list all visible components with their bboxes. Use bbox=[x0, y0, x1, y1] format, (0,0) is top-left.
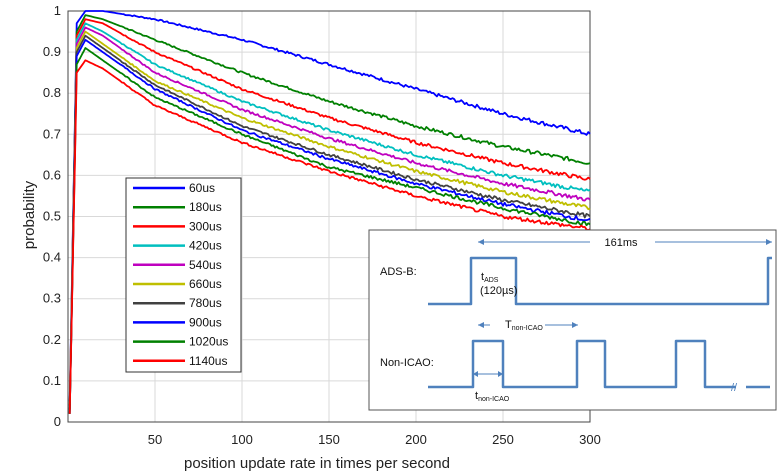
legend-label: 780us bbox=[189, 296, 222, 310]
legend-box bbox=[125, 177, 242, 373]
t-non-icao-period-left-head bbox=[478, 322, 484, 328]
y-tick-label: 0.2 bbox=[43, 332, 61, 347]
y-tick-label: 0.9 bbox=[43, 44, 61, 59]
y-tick-label: 0.5 bbox=[43, 209, 61, 224]
t-ads-value: (120µs) bbox=[480, 285, 518, 297]
legend-label: 540us bbox=[189, 258, 222, 272]
series-layer bbox=[68, 10, 591, 414]
legend-label: 900us bbox=[189, 315, 222, 329]
y-tick-label: 0.6 bbox=[43, 167, 61, 182]
series-line-780us bbox=[68, 34, 591, 414]
ads-b-waveform bbox=[428, 256, 772, 306]
series-line-1140us bbox=[68, 59, 591, 414]
series-line-660us bbox=[68, 30, 591, 410]
y-tick-label: 0 bbox=[54, 414, 61, 429]
legend: 60us 180us 300us 420us 540us 660us 780us 900us 1… bbox=[125, 177, 242, 373]
series-line-60us bbox=[68, 10, 591, 402]
t-non-icao-width-left-head bbox=[473, 371, 478, 377]
legend-label: 300us bbox=[189, 219, 222, 233]
legend-label: 60us bbox=[189, 181, 215, 195]
t-non-icao-period-right-head bbox=[572, 322, 578, 328]
inset-box bbox=[368, 229, 777, 411]
legend-label: 1140us bbox=[189, 354, 227, 368]
y-tick-label: 1 bbox=[54, 3, 61, 18]
y-tick-label: 0.3 bbox=[43, 291, 61, 306]
t-non-icao-label: tnon-ICAO bbox=[475, 390, 510, 403]
y-axis-title: probability bbox=[21, 180, 38, 249]
y-tick-label: 0.1 bbox=[43, 373, 61, 388]
series-line-900us bbox=[68, 38, 591, 414]
y-tick-label: 0.8 bbox=[43, 85, 61, 100]
t-non-icao-width-right-head bbox=[498, 371, 503, 377]
t-ads-label: tADS bbox=[481, 271, 499, 284]
x-tick-label: 200 bbox=[405, 432, 427, 447]
ads-b-label: ADS-B: bbox=[380, 266, 417, 278]
break-mark: // bbox=[731, 382, 738, 394]
y-tick-label: 0.4 bbox=[43, 250, 61, 265]
legend-label: 1020us bbox=[189, 335, 228, 349]
x-tick-label: 250 bbox=[492, 432, 514, 447]
series-line-1020us bbox=[68, 47, 591, 414]
non-icao-waveform bbox=[428, 339, 736, 389]
plot-frame bbox=[67, 10, 591, 423]
series-line-420us bbox=[68, 22, 591, 410]
tick-labels: 50 100 150 200 250 300 0 0.1 0.2 0.3 0.4 0.5 0.6 0.7 0… bbox=[43, 3, 601, 447]
x-axis-title: position update rate in times per second bbox=[184, 455, 450, 472]
x-tick-label: 150 bbox=[318, 432, 340, 447]
timing-inset: 161ms ADS-B: tADS (120µs) Tnon-ICAO Non-… bbox=[368, 229, 777, 411]
legend-label: 660us bbox=[189, 277, 222, 291]
period-label: 161ms bbox=[604, 237, 638, 249]
x-tick-label: 50 bbox=[148, 432, 162, 447]
period-arrow-right-head bbox=[766, 239, 772, 245]
T-non-icao-label: Tnon-ICAO bbox=[505, 319, 543, 332]
legend-label: 420us bbox=[189, 239, 222, 253]
series-line-540us bbox=[68, 26, 591, 410]
series-line-300us bbox=[68, 18, 591, 406]
period-arrow-left-head bbox=[478, 239, 484, 245]
series-line-180us bbox=[68, 14, 591, 406]
legend-label: 180us bbox=[189, 200, 222, 214]
y-tick-label: 0.7 bbox=[43, 126, 61, 141]
non-icao-label: Non-ICAO: bbox=[380, 357, 434, 369]
x-tick-label: 300 bbox=[579, 432, 601, 447]
x-tick-label: 100 bbox=[231, 432, 253, 447]
